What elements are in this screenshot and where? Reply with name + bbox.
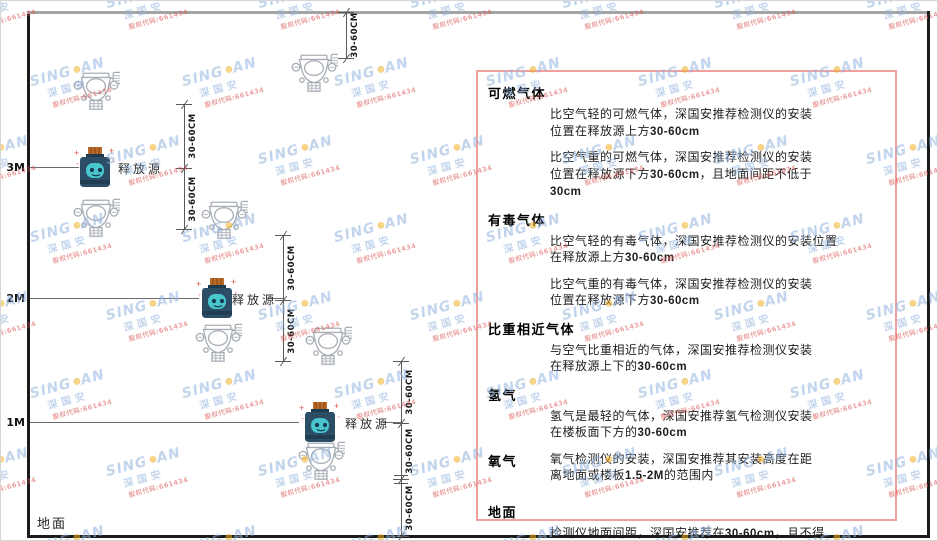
section-heading: 地面: [488, 504, 518, 520]
height-level-label: 2M: [6, 292, 25, 305]
section-paragraph: 比空气轻的可燃气体，深国安推荐检测仪的安装 位置在释放源上方30-60cm: [550, 107, 813, 138]
svg-text:+: +: [234, 291, 238, 297]
section-paragraph: 比空气重的有毒气体，深国安推荐检测仪的安装 位置在释放源下方30-60cm: [550, 276, 813, 308]
section-paragraph: 氢气是最轻的气体，深国安推荐氢气检测仪安装 在楼板面下方的30-60cm: [550, 408, 813, 440]
gas-detector-icon: [195, 323, 244, 362]
height-level-line: [30, 298, 199, 299]
right-wall-line: [927, 11, 930, 538]
dimension-value-label: 30-60CM: [405, 428, 415, 474]
left-wall-line: [27, 11, 30, 538]
release-source-icon: + + + +: [196, 277, 238, 318]
section-paragraph: 比空气重的可燃气体，深国安推荐检测仪的安装 位置在释放源下方30-60cm，且地面…: [550, 150, 813, 198]
release-source-icon: + + + +: [299, 401, 341, 442]
gas-detector: [72, 194, 122, 244]
panel-section: 比重相近气体与空气比重相近的气体，深国安推荐检测仪安装 在释放源上下的30-60c…: [488, 319, 885, 376]
gas-detector-icon: [298, 441, 347, 480]
ground-line: [27, 535, 930, 538]
section-heading: 氢气: [488, 387, 518, 403]
panel-section: 地面检测仪地面间距，深国安推荐在30-60cm，且不得小于30cm，因为过低容易…: [488, 502, 885, 541]
ceiling-line: [27, 11, 930, 14]
section-paragraph: 比空气轻的有毒气体，深国安推荐检测仪的安装位置 在释放源上方30-60cm: [550, 233, 838, 265]
dimension-value-label: 30-60CM: [405, 485, 415, 531]
section-paragraph: 与空气比重相近的气体，深国安推荐检测仪安装 在释放源上下的30-60cm: [550, 342, 813, 374]
height-level-line: [30, 422, 299, 423]
dimension-value-label: 30-60CM: [188, 176, 198, 222]
section-heading: 有毒气体: [488, 212, 547, 228]
gas-detector: [304, 322, 354, 372]
connector-line: [383, 422, 401, 423]
svg-text:+: +: [198, 293, 202, 299]
section-heading: 氧气: [488, 453, 518, 469]
panel-section: 氢气氢气是最轻的气体，深国安推荐氢气检测仪安装 在楼板面下方的30-60cm: [488, 385, 885, 442]
dimension-value-label: 30-60CM: [287, 245, 297, 291]
release-source-label: 释放源: [232, 293, 278, 307]
height-level-label: 3M: [6, 161, 25, 174]
gas-detector: [194, 319, 244, 369]
gas-detector: [200, 196, 250, 246]
ground-label: 地面: [37, 516, 68, 531]
gas-detector-icon: [73, 71, 122, 110]
gas-detector: [290, 49, 340, 99]
dimension-value-label: 30-60CM: [405, 369, 415, 415]
svg-text:+: +: [196, 279, 201, 289]
release-source: + + + +: [195, 277, 239, 326]
height-level-label: 1M: [6, 416, 25, 429]
dimension-break-mark: [394, 483, 408, 484]
release-source: + + + +: [73, 146, 117, 195]
dimension-value-label: 30-60CM: [188, 113, 198, 159]
svg-text:+: +: [76, 162, 80, 168]
connector-line: [268, 298, 283, 299]
svg-text:+: +: [334, 401, 339, 411]
section-heading: 比重相近气体: [488, 321, 576, 337]
svg-text:+: +: [112, 160, 116, 166]
gas-detector: [297, 437, 347, 487]
height-level-line: [30, 167, 79, 168]
section-heading: 可燃气体: [488, 86, 547, 101]
release-source-icon: + + + +: [74, 146, 116, 187]
svg-text:+: +: [74, 148, 79, 158]
panel-section: 氧气 氧气检测仪的安装，深国安推荐其安装高度在距 离地面或楼板1.5-2M的范围内: [488, 451, 885, 485]
gas-detector: [72, 67, 122, 117]
gas-detector-icon: [305, 326, 354, 365]
gas-detector-icon: [201, 200, 250, 239]
panel-section: 有毒气体 比空气轻的有毒气体，深国安推荐检测仪的安装位置 在释放源上方30-60cm…: [488, 210, 885, 310]
dimension-value-label: 30-60CM: [350, 12, 360, 58]
dimension-line: [346, 12, 347, 58]
svg-text:+: +: [109, 146, 114, 156]
svg-text:+: +: [337, 415, 341, 421]
release-source: + + + +: [298, 401, 342, 450]
guideline-panel: 可燃气体 比空气轻的可燃气体，深国安推荐检测仪的安装 位置在释放源上方30-60cm…: [476, 70, 897, 540]
gas-detector-icon: [291, 53, 340, 92]
dimension-line: [401, 361, 402, 536]
svg-text:+: +: [301, 417, 305, 423]
release-source-label: 释放源: [118, 162, 164, 176]
svg-text:+: +: [231, 277, 236, 287]
dimension-break-mark: [394, 475, 408, 476]
panel-section: 可燃气体 比空气轻的可燃气体，深国安推荐检测仪的安装 位置在释放源上方30-60cm…: [488, 83, 885, 201]
dimension-value-label: 30-60CM: [287, 308, 297, 354]
svg-text:+: +: [299, 403, 304, 413]
gas-detector-icon: [73, 198, 122, 237]
section-paragraph: 检测仪地面间距，深国安推荐在30-60cm，且不得小于30cm，因为过低容易水溅…: [550, 525, 825, 540]
section-paragraph: 氧气检测仪的安装，深国安推荐其安装高度在距 离地面或楼板1.5-2M的范围内: [550, 451, 813, 483]
release-source-label: 释放源: [345, 417, 391, 431]
